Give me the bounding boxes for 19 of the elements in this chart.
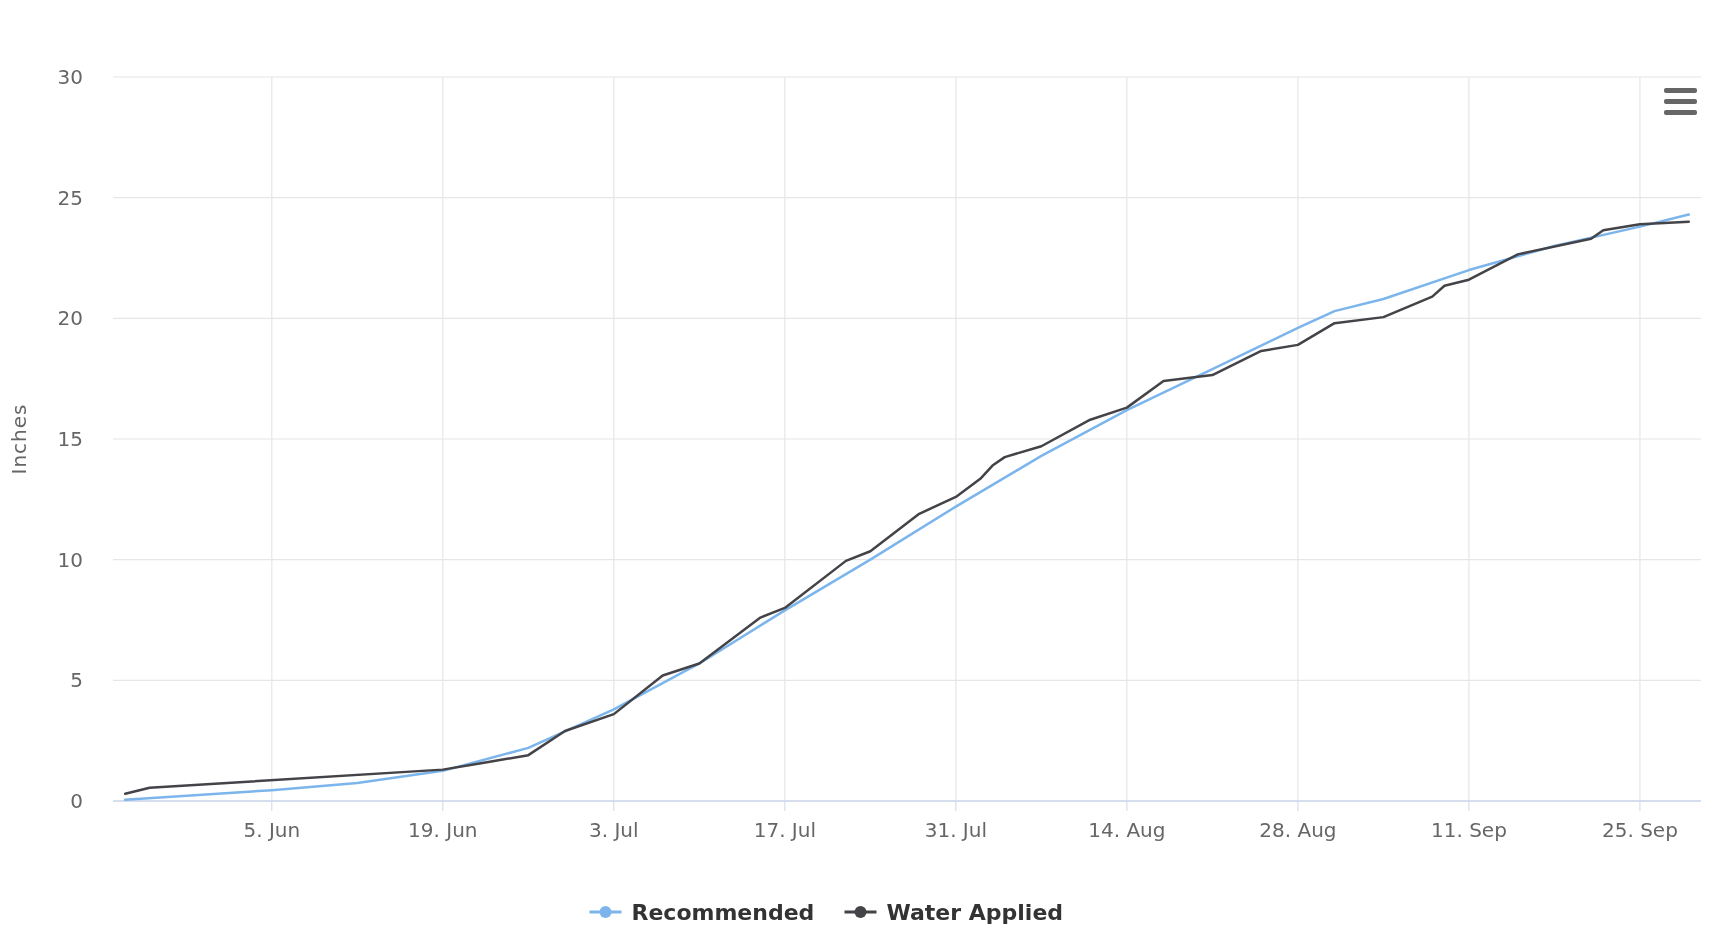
y-tick-label: 30 — [57, 65, 83, 89]
x-tick-label: 31. Jul — [924, 818, 988, 842]
x-tick-label: 25. Sep — [1601, 818, 1678, 842]
y-tick-label: 20 — [57, 306, 83, 331]
y-tick-label: 0 — [70, 789, 83, 813]
y-axis-title: Inches — [7, 403, 31, 475]
y-tick-label: 25 — [57, 185, 83, 210]
y-tick-label: 10 — [57, 547, 83, 572]
x-tick-label: 3. Jul — [589, 818, 639, 842]
x-tick-label: 17. Jul — [753, 818, 816, 842]
x-tick-label: 19. Jun — [408, 818, 478, 842]
x-tick-label: 11. Sep — [1430, 818, 1507, 842]
x-tick-label: 5. Jun — [243, 818, 301, 842]
legend-label: Recommended — [631, 899, 815, 925]
x-tick-label: 28. Aug — [1259, 818, 1337, 842]
y-tick-label: 15 — [57, 427, 83, 451]
legend-label: Water Applied — [886, 899, 1064, 925]
x-tick-label: 14. Aug — [1088, 818, 1166, 842]
y-tick-label: 5 — [70, 668, 83, 693]
